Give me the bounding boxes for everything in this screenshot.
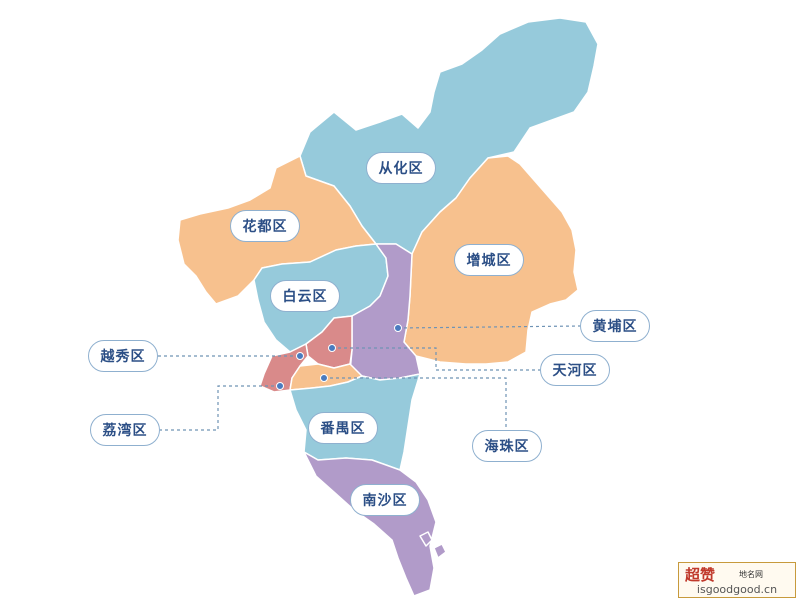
watermark-brand: 超赞 — [685, 566, 716, 584]
label-huadu: 花都区 — [230, 210, 300, 242]
island — [419, 531, 433, 547]
label-yuexiu: 越秀区 — [88, 340, 158, 372]
label-tianhe: 天河区 — [540, 354, 610, 386]
label-baiyun: 白云区 — [270, 280, 340, 312]
leader-line-liwan — [160, 385, 280, 431]
label-nansha: 南沙区 — [350, 484, 420, 516]
label-panyu: 番禺区 — [308, 412, 378, 444]
district-nansha[interactable] — [303, 451, 437, 597]
island — [433, 543, 447, 559]
watermark-tagline: 地名网 — [739, 570, 763, 579]
label-conghua: 从化区 — [366, 152, 436, 184]
label-liwan: 荔湾区 — [90, 414, 160, 446]
leader-line-tianhe — [332, 347, 540, 371]
leader-line-huangpu — [397, 325, 581, 329]
marker-huangpu — [394, 324, 402, 332]
marker-yuexiu — [296, 352, 304, 360]
watermark-logo: 超赞 地名网 isgoodgood.cn — [678, 562, 796, 598]
marker-tianhe — [328, 344, 336, 352]
watermark-url: isgoodgood.cn — [696, 583, 778, 596]
marker-haizhu — [320, 374, 328, 382]
label-huangpu: 黄埔区 — [580, 310, 650, 342]
marker-liwan — [276, 382, 284, 390]
leader-line-haizhu — [324, 377, 507, 430]
label-zengcheng: 增城区 — [454, 244, 524, 276]
label-haizhu: 海珠区 — [472, 430, 542, 462]
